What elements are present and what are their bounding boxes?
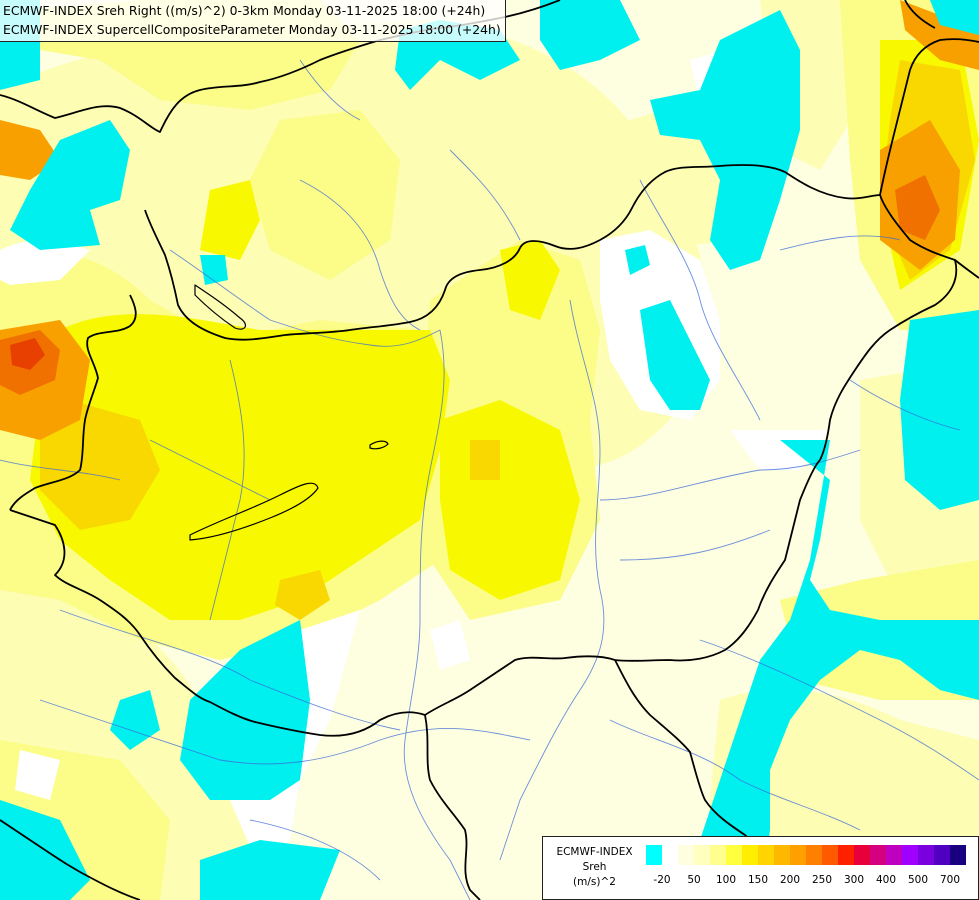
border-central — [144, 164, 881, 341]
legend-tick-label: 300 — [843, 874, 865, 886]
red-orange-areas — [10, 338, 45, 370]
legend-tick-label: 100 — [715, 874, 737, 886]
legend-tick-label: 150 — [747, 874, 769, 886]
rivers — [0, 59, 979, 900]
border-west — [9, 294, 137, 511]
legend-title-unit: (m/s)^2 — [573, 876, 616, 888]
legend-swatch — [790, 845, 806, 865]
legend-swatch — [838, 845, 854, 865]
legend-swatch — [950, 845, 966, 865]
legend-swatch — [774, 845, 790, 865]
border-south — [424, 459, 821, 716]
legend-swatch — [822, 845, 838, 865]
legend-tick-label: 200 — [779, 874, 801, 886]
legend-swatch — [646, 845, 662, 865]
legend-swatch — [870, 845, 886, 865]
legend-tick-label: 50 — [687, 874, 701, 886]
legend-swatch — [854, 845, 870, 865]
border-north-east — [879, 38, 979, 196]
legend-swatch — [710, 845, 726, 865]
legend-tick-label: 500 — [907, 874, 929, 886]
legend-swatch — [694, 845, 710, 865]
lake-small — [369, 440, 389, 450]
legend-title: ECMWF-INDEX Sreh (m/s)^2 — [547, 845, 642, 890]
legend-tick-label: 250 — [811, 874, 833, 886]
legend-swatch — [678, 845, 694, 865]
legend-tick-label: -20 — [653, 874, 671, 886]
legend-tick-label: 700 — [939, 874, 961, 886]
legend-tick-label: 400 — [875, 874, 897, 886]
border-east-south — [819, 259, 958, 461]
color-legend: ECMWF-INDEX Sreh (m/s)^2 -20 50 100 150 200 2… — [542, 836, 979, 900]
lake-balaton — [189, 482, 319, 541]
border-far-southwest — [0, 819, 141, 900]
border-south-2 — [424, 714, 481, 900]
legend-swatch — [934, 845, 950, 865]
map-header: ECMWF-INDEX Sreh Right ((m/s)^2) 0-3km M… — [0, 0, 506, 42]
border-east — [879, 194, 979, 279]
legend-swatch — [886, 845, 902, 865]
legend-swatches — [646, 845, 966, 865]
border-top-right — [904, 0, 936, 29]
border-southwest — [9, 509, 426, 737]
header-line-sreh: ECMWF-INDEX Sreh Right ((m/s)^2) 0-3km M… — [3, 3, 486, 18]
legend-swatch — [742, 845, 758, 865]
legend-swatch — [726, 845, 742, 865]
header-line-scp: ECMWF-INDEX SupercellCompositeParameter … — [3, 22, 501, 37]
legend-swatch — [918, 845, 934, 865]
legend-swatch — [662, 845, 678, 865]
legend-swatch — [902, 845, 918, 865]
legend-title-model: ECMWF-INDEX — [556, 846, 633, 858]
legend-ticks: -20 50 100 150 200 250 300 400 500 700 — [646, 874, 976, 890]
legend-title-param: Sreh — [582, 861, 607, 873]
legend-swatch — [806, 845, 822, 865]
legend-swatch — [758, 845, 774, 865]
lake-danube-loop — [194, 284, 247, 330]
